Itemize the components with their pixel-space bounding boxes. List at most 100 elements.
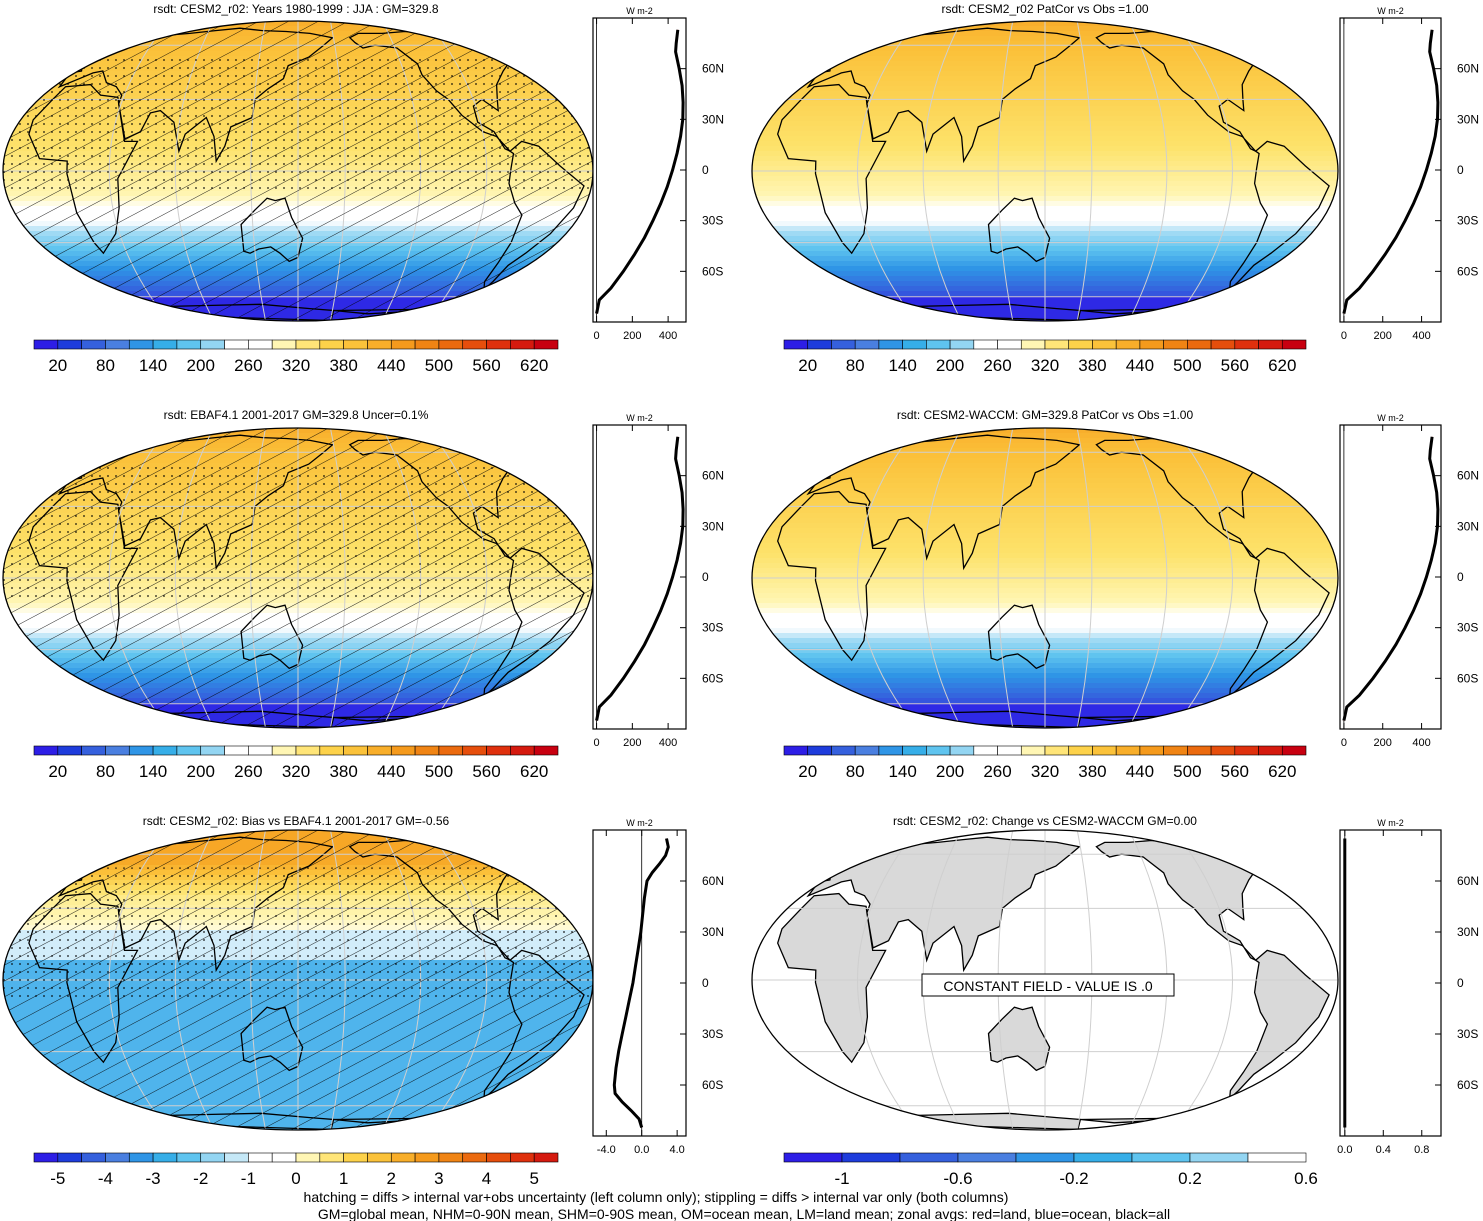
colorbar-swatch — [462, 1152, 487, 1163]
colorbar-swatch — [81, 745, 106, 756]
graticule-lon — [1128, 21, 1168, 321]
panel-2: rsdt: CESM2_r02 PatCor vs Obs =1.00 20 80 1… — [751, 2, 1479, 375]
colorbar-tick-label: -0.2 — [1059, 1169, 1088, 1188]
coastline — [85, 831, 101, 844]
colorbar-swatch — [33, 1152, 59, 1163]
zonal-lat-label: 60S — [702, 264, 723, 278]
colorbar-swatch — [319, 1152, 344, 1163]
zonal-lat-label: 60S — [702, 1078, 723, 1092]
zonal-lat-label: 30S — [702, 1027, 723, 1041]
colorbar-swatch — [390, 339, 416, 350]
colorbar-swatch — [319, 339, 344, 350]
colorbar-swatch — [414, 339, 440, 350]
map — [752, 428, 1338, 728]
colorbar-tick-label: 140 — [139, 762, 167, 781]
zonal-lat-label: 30S — [702, 214, 723, 228]
zonal-frame — [592, 829, 687, 1137]
colorbar-swatch — [224, 745, 249, 756]
colorbar-tick-label: 380 — [329, 356, 357, 375]
zonal-lat-label: 0 — [1457, 976, 1464, 990]
map — [752, 21, 1338, 321]
colorbar-swatch — [949, 745, 975, 756]
zonal-lat-label: 30S — [702, 621, 723, 635]
colorbar-swatch — [533, 745, 559, 756]
graticule-lon — [997, 21, 1014, 321]
zonal-all-line — [1342, 29, 1440, 314]
panel-3: rsdt: EBAF4.1 2001-2017 GM=329.8 Uncer=0… — [2, 408, 724, 781]
colorbar-tick-label: 260 — [983, 356, 1011, 375]
colorbar-swatch — [1281, 339, 1307, 350]
zonal-x-label: 0 — [1341, 737, 1347, 749]
colorbar-swatch — [783, 745, 809, 756]
colorbar-swatch — [81, 1152, 106, 1163]
colorbar-swatch — [1092, 339, 1117, 350]
colorbar-swatch — [1020, 339, 1046, 350]
coastline — [834, 429, 850, 442]
colorbar-tick-label: 500 — [425, 762, 453, 781]
colorbar-tick-label: 500 — [1173, 356, 1201, 375]
colorbar-swatch — [367, 1152, 392, 1163]
colorbar-swatch — [1068, 745, 1093, 756]
zonal-frame — [592, 424, 687, 730]
colorbar-swatch — [105, 1152, 130, 1163]
graticule-lon — [857, 21, 917, 321]
zonal-lat-label: 60S — [1457, 1078, 1478, 1092]
colorbar-tick-label: 500 — [1173, 762, 1201, 781]
colorbar-swatch — [105, 745, 130, 756]
colorbar-swatch — [1139, 339, 1164, 350]
colorbar-tick-label: -1 — [241, 1169, 256, 1188]
colorbar-tick-label: 380 — [1078, 356, 1106, 375]
colorbar-swatch — [105, 339, 130, 350]
colorbar-swatch — [973, 745, 998, 756]
colorbar-swatch — [1187, 745, 1212, 756]
colorbar-swatch — [128, 1152, 154, 1163]
colorbar-tick-label: 80 — [846, 356, 865, 375]
zonal-unit: W m-2 — [626, 413, 653, 423]
colorbar-tick-label: 2 — [387, 1169, 396, 1188]
stippling-overlay — [3, 58, 593, 194]
colorbar-swatch — [248, 339, 273, 350]
colorbar-tick-label: 320 — [1031, 762, 1059, 781]
zonal-lat-label: 30N — [1457, 925, 1479, 939]
zonal-x-label: 200 — [623, 737, 641, 749]
colorbar-swatch — [462, 745, 487, 756]
colorbar-tick-label: 20 — [48, 356, 67, 375]
colorbar-tick-label: 320 — [282, 356, 310, 375]
colorbar-tick-label: 320 — [1031, 356, 1059, 375]
colorbar-swatch — [200, 339, 225, 350]
colorbar-swatch — [438, 745, 464, 756]
stippling-overlay — [3, 867, 593, 1003]
colorbar-tick-label: 260 — [234, 762, 262, 781]
map-border — [751, 20, 1339, 322]
coastline — [1201, 433, 1260, 453]
colorbar-swatch — [486, 745, 511, 756]
colorbar-swatch — [176, 745, 202, 756]
colorbar-tick-label: 620 — [1268, 762, 1296, 781]
colorbar-swatch — [1163, 339, 1188, 350]
coastline — [1201, 835, 1260, 855]
zonal-lat-label: 60S — [702, 671, 723, 685]
zonal-lat-label: 60N — [702, 62, 724, 76]
stippling-overlay — [3, 465, 593, 601]
panel-title: rsdt: CESM2_r02 PatCor vs Obs =1.00 — [941, 2, 1148, 16]
colorbar-swatch — [831, 339, 856, 350]
colorbar-swatch — [343, 339, 368, 350]
colorbar-swatch — [854, 339, 880, 350]
colorbar-swatch — [1073, 1152, 1133, 1163]
zonal-unit: W m-2 — [1377, 818, 1404, 828]
zonal-x-label: 400 — [1412, 737, 1430, 749]
colorbar-tick-label: 440 — [1126, 356, 1154, 375]
colorbar-swatch — [878, 745, 903, 756]
coastline — [777, 892, 887, 1064]
zonal-x-label: 400 — [659, 737, 677, 749]
colorbar-swatch — [367, 339, 392, 350]
colorbar-swatch — [438, 339, 464, 350]
colorbar-swatch — [248, 745, 273, 756]
colorbar-swatch — [390, 745, 416, 756]
panel-title: rsdt: CESM2-WACCM: GM=329.8 PatCor vs Ob… — [897, 408, 1194, 422]
colorbar-swatch — [510, 745, 535, 756]
coastline — [455, 26, 514, 46]
map — [3, 428, 593, 728]
colorbar-swatch — [1189, 1152, 1249, 1163]
colorbar-swatch — [926, 339, 951, 350]
